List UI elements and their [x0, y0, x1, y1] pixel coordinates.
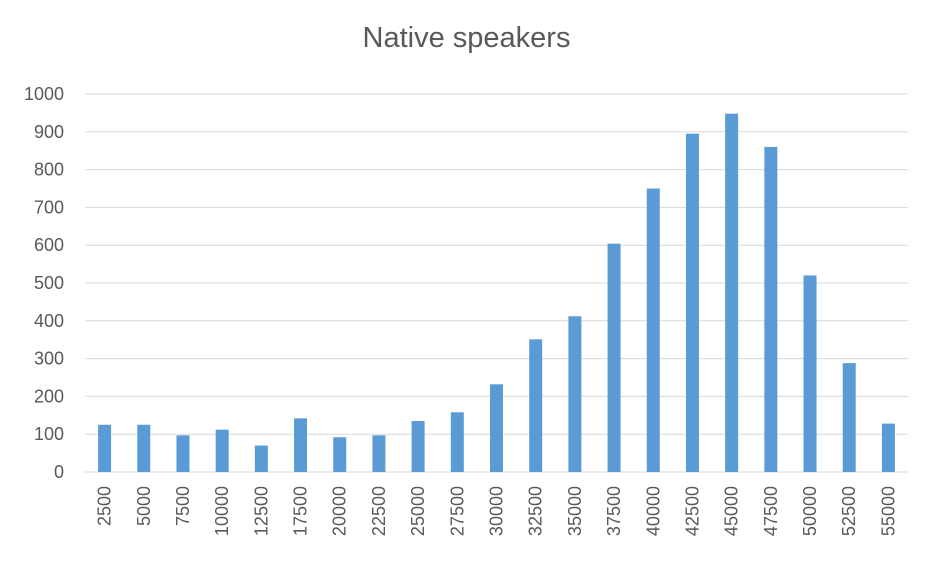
bar: [842, 363, 856, 472]
x-tick-label: 17500: [291, 486, 311, 536]
y-tick-label: 800: [34, 160, 64, 180]
bar: [137, 424, 151, 472]
y-tick-label: 200: [34, 386, 64, 406]
bar: [803, 275, 817, 472]
bar: [411, 420, 425, 472]
x-tick-label: 5000: [134, 486, 154, 526]
y-tick-label: 300: [34, 349, 64, 369]
x-tick-label: 50000: [800, 486, 820, 536]
bar: [98, 424, 112, 472]
x-tick-label: 55000: [878, 486, 898, 536]
x-tick-label: 7500: [173, 486, 193, 526]
x-axis-ticks: 2500 5000 7500 10000 12500 17500 20000 22500 250…: [95, 486, 899, 536]
bar: [685, 133, 699, 472]
y-tick-label: 0: [54, 462, 64, 482]
x-tick-label: 25000: [408, 486, 428, 536]
x-tick-label: 47500: [761, 486, 781, 536]
bar: [646, 188, 660, 472]
y-tick-label: 100: [34, 424, 64, 444]
y-tick-label: 400: [34, 311, 64, 331]
x-tick-label: 52500: [839, 486, 859, 536]
bars: [98, 113, 895, 473]
bar: [725, 113, 739, 472]
x-tick-label: 35000: [565, 486, 585, 536]
y-axis-ticks: 0 100 200 300 400 500 600 700 800 900 1000: [24, 84, 64, 482]
bar: [333, 437, 347, 472]
x-tick-label: 37500: [604, 486, 624, 536]
y-tick-label: 1000: [24, 84, 64, 104]
x-tick-label: 12500: [251, 486, 271, 536]
x-tick-label: 32500: [526, 486, 546, 536]
x-tick-label: 2500: [95, 486, 115, 526]
bar: [215, 429, 229, 472]
y-tick-label: 600: [34, 235, 64, 255]
bar: [372, 435, 386, 472]
bar: [881, 423, 895, 472]
bar: [294, 418, 308, 472]
y-tick-label: 700: [34, 197, 64, 217]
x-tick-label: 20000: [330, 486, 350, 536]
bar: [529, 339, 543, 472]
bar: [568, 316, 582, 472]
bar: [764, 146, 778, 473]
y-tick-label: 900: [34, 122, 64, 142]
x-tick-label: 45000: [722, 486, 742, 536]
bar: [254, 445, 268, 472]
x-tick-label: 40000: [643, 486, 663, 536]
chart-title: Native speakers: [362, 22, 571, 54]
bar: [176, 435, 190, 472]
x-tick-label: 30000: [487, 486, 507, 536]
x-tick-label: 27500: [447, 486, 467, 536]
bar: [607, 243, 621, 472]
x-tick-label: 10000: [212, 486, 232, 536]
bar: [490, 384, 503, 472]
y-tick-label: 500: [34, 273, 64, 293]
bar: [450, 412, 464, 472]
x-tick-label: 42500: [682, 486, 702, 536]
x-tick-label: 22500: [369, 486, 389, 536]
